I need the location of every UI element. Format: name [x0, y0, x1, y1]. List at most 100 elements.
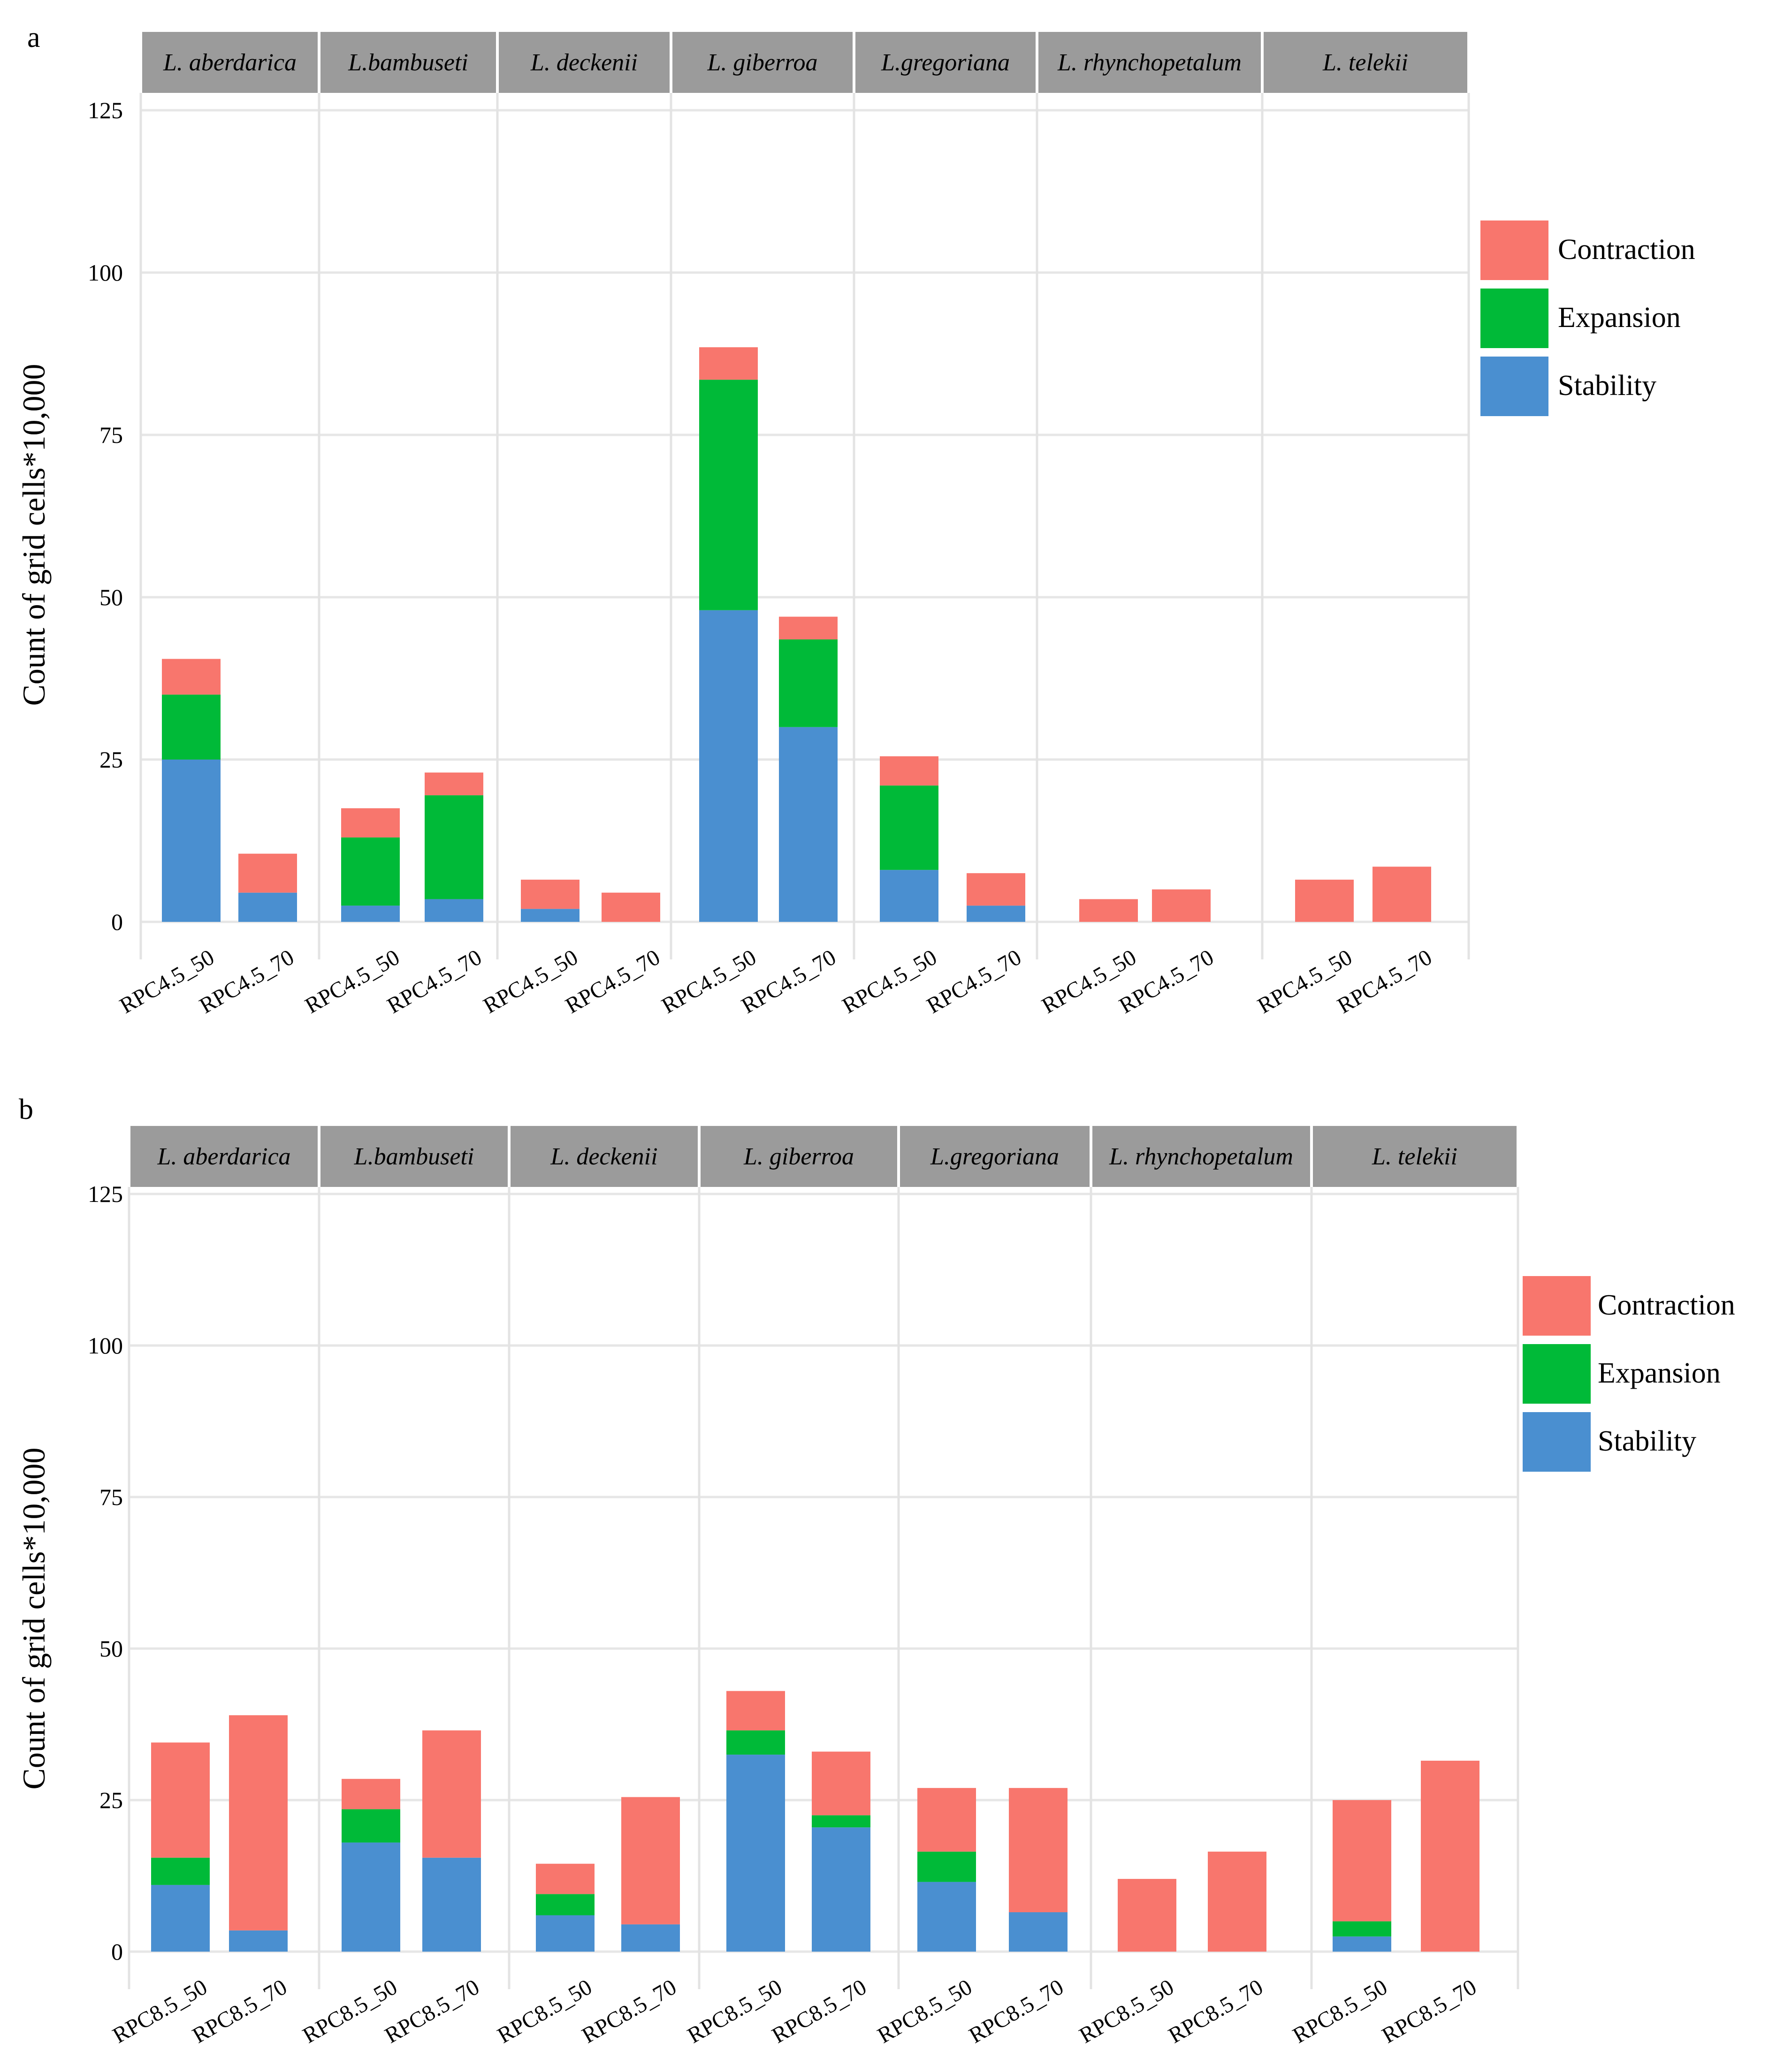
- x-tick-label: RPC8.5_70: [578, 1975, 680, 2048]
- facet-label: L. giberroa: [707, 49, 818, 76]
- bar-contraction: [238, 853, 297, 893]
- bar-expansion: [726, 1730, 785, 1755]
- facet-label: L. giberroa: [743, 1143, 854, 1170]
- legend-swatch-stability: [1523, 1412, 1591, 1472]
- bar-expansion: [699, 380, 758, 610]
- legend-label: Contraction: [1598, 1289, 1735, 1321]
- bar-stability: [151, 1885, 210, 1952]
- facet-label: L. telekii: [1322, 49, 1408, 76]
- bar-stability: [341, 905, 400, 922]
- y-tick-label: 100: [88, 259, 123, 286]
- bar-contraction: [621, 1797, 680, 1924]
- bar-contraction: [425, 772, 483, 796]
- facet-strip: [672, 32, 853, 93]
- bar-expansion: [342, 1809, 400, 1843]
- legend-label: Expansion: [1598, 1357, 1721, 1389]
- bar-contraction: [1208, 1851, 1266, 1952]
- legend-label: Contraction: [1558, 234, 1695, 266]
- facet-label: L. telekii: [1372, 1143, 1457, 1170]
- bar-contraction: [812, 1751, 870, 1816]
- y-tick-label: 125: [88, 1181, 123, 1207]
- facet-label: L. deckenii: [530, 49, 638, 76]
- bar-stability: [1333, 1936, 1391, 1952]
- bar-contraction: [229, 1715, 288, 1931]
- facet-label: L.bambuseti: [354, 1143, 474, 1170]
- x-tick-label: RPC8.5_70: [768, 1975, 870, 2048]
- legend-swatch-expansion: [1523, 1344, 1591, 1404]
- bar-expansion: [536, 1894, 595, 1916]
- bar-contraction: [521, 880, 580, 909]
- bar-contraction: [1079, 899, 1138, 922]
- y-tick-label: 0: [111, 1938, 123, 1965]
- legend-swatch-contraction: [1480, 220, 1548, 280]
- bar-stability: [536, 1915, 595, 1952]
- bar-contraction: [967, 873, 1025, 906]
- bar-expansion: [779, 639, 838, 727]
- facet-strip: [320, 1126, 508, 1187]
- bar-contraction: [1421, 1761, 1479, 1952]
- bar-contraction: [726, 1691, 785, 1731]
- bar-expansion: [425, 795, 483, 899]
- bar-expansion: [151, 1857, 210, 1885]
- bar-contraction: [341, 808, 400, 838]
- facet-label: L.gregoriana: [930, 1143, 1059, 1170]
- panel-b: b L. aberdarica L.bambuseti L. deckenii L. g…: [16, 1094, 1735, 2048]
- x-tick-label: RPC4.5_70: [923, 945, 1025, 1019]
- bar-contraction: [1373, 867, 1431, 922]
- bar-stability: [917, 1882, 976, 1952]
- bar-expansion: [812, 1815, 870, 1828]
- bar-contraction: [880, 756, 938, 786]
- facet-label: L.bambuseti: [348, 49, 468, 76]
- bar-stability: [229, 1930, 288, 1952]
- bar-contraction: [1009, 1788, 1068, 1913]
- x-tick-label: RPC4.5_50: [301, 945, 404, 1019]
- facet-label: L. rhynchopetalum: [1109, 1143, 1293, 1170]
- bar-stability: [1009, 1912, 1068, 1952]
- bar-stability: [621, 1924, 680, 1952]
- panel-letter: b: [19, 1094, 33, 1125]
- facet-strip: [1313, 1126, 1517, 1187]
- facet-strip: [1264, 32, 1467, 93]
- facet-label: L. rhynchopetalum: [1057, 49, 1242, 76]
- x-tick-label: RPC8.5_50: [1289, 1975, 1391, 2048]
- bar-stability: [521, 909, 580, 922]
- bar-stability: [779, 727, 838, 922]
- bar-stability: [880, 870, 938, 922]
- y-tick-label: 25: [99, 1787, 123, 1813]
- y-tick-label: 100: [88, 1332, 123, 1359]
- bar-contraction: [602, 892, 660, 922]
- facet-strip: [130, 1126, 318, 1187]
- bar-contraction: [536, 1863, 595, 1894]
- bar-contraction: [151, 1742, 210, 1858]
- bar-expansion: [1333, 1921, 1391, 1937]
- x-tick-label: RPC4.5_50: [479, 945, 582, 1019]
- y-tick-label: 50: [99, 1635, 123, 1662]
- y-axis-title: Count of grid cells*10,000: [16, 364, 52, 706]
- x-tick-label: RPC8.5_70: [1164, 1975, 1267, 2048]
- x-tick-label: RPC8.5_70: [1378, 1975, 1480, 2048]
- y-tick-label: 125: [88, 97, 123, 123]
- legend-label: Stability: [1558, 370, 1656, 402]
- facet-strip: [855, 32, 1036, 93]
- x-tick-label: RPC8.5_70: [965, 1975, 1068, 2048]
- facet-label: L.gregoriana: [881, 49, 1010, 76]
- x-tick-label: RPC8.5_50: [873, 1975, 976, 2048]
- facet-strip: [1092, 1126, 1310, 1187]
- bar-contraction: [1152, 889, 1211, 922]
- legend-swatch-expansion: [1480, 289, 1548, 348]
- facet-strip: [701, 1126, 897, 1187]
- bar-contraction: [917, 1788, 976, 1852]
- facet-strip: [900, 1126, 1090, 1187]
- bar-contraction: [779, 616, 838, 639]
- y-tick-label: 75: [99, 1484, 123, 1510]
- bar-expansion: [917, 1851, 976, 1882]
- x-tick-label: RPC8.5_70: [381, 1975, 483, 2048]
- bar-stability: [425, 899, 483, 922]
- legend-swatch-stability: [1480, 357, 1548, 416]
- y-tick-label: 75: [99, 422, 123, 448]
- x-tick-label: RPC4.5_70: [383, 945, 486, 1019]
- facet-label: L. deckenii: [550, 1143, 657, 1170]
- facet-label: L. aberdarica: [163, 49, 297, 76]
- legend-swatch-contraction: [1523, 1276, 1591, 1336]
